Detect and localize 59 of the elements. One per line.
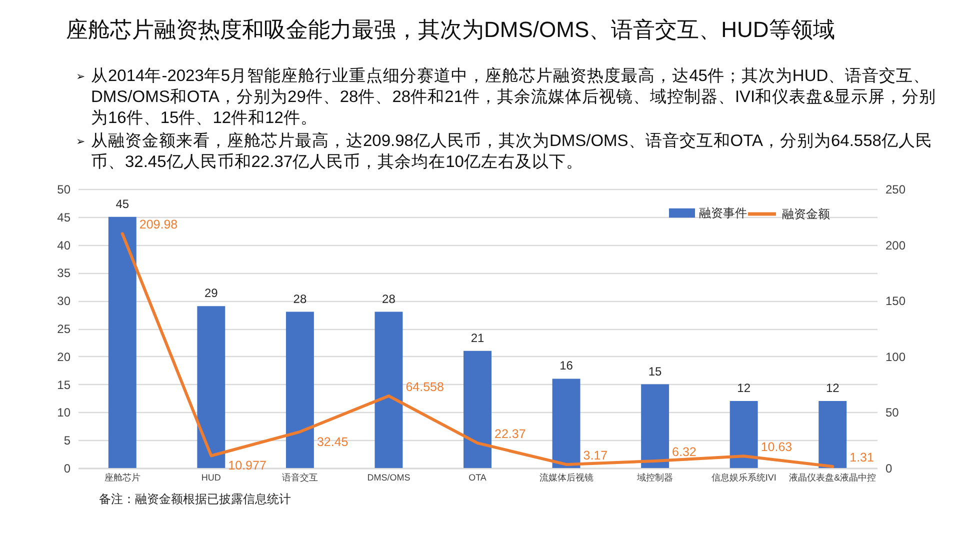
x-tick-label: 语音交互 xyxy=(282,472,318,482)
x-tick-label: 液晶仪表盘&液晶中控 xyxy=(789,472,876,482)
x-tick-label: 域控制器 xyxy=(636,472,674,482)
y-tick-label: 0 xyxy=(64,462,71,476)
data-label: 12 xyxy=(826,381,840,396)
bar xyxy=(641,384,670,468)
data-label: 15 xyxy=(648,364,662,378)
y2-tick-label: 50 xyxy=(886,406,900,420)
data-label: 29 xyxy=(204,286,218,300)
legend-label: 融资事件 xyxy=(699,206,747,220)
x-tick-label: HUD xyxy=(201,472,222,482)
data-label: 10.977 xyxy=(228,458,266,473)
data-label: 3.17 xyxy=(583,448,608,462)
bar xyxy=(552,378,580,468)
data-label: 1.31 xyxy=(850,450,874,465)
data-label: 32.45 xyxy=(316,434,348,449)
y2-tick-label: 100 xyxy=(886,350,906,364)
bar xyxy=(464,350,492,468)
y-tick-label: 35 xyxy=(57,266,71,280)
data-label: 209.98 xyxy=(139,218,178,232)
data-label: 12 xyxy=(737,381,751,396)
data-label: 22.37 xyxy=(494,427,526,442)
y2-tick-label: 0 xyxy=(886,462,892,476)
y-tick-label: 30 xyxy=(57,294,71,308)
data-label: 21 xyxy=(470,330,484,345)
data-label: 64.558 xyxy=(406,380,444,394)
y2-tick-label: 250 xyxy=(886,182,906,196)
bar xyxy=(730,401,758,468)
y2-tick-label: 200 xyxy=(886,238,906,252)
x-tick-label: OTA xyxy=(468,472,486,482)
data-label: 28 xyxy=(382,292,396,306)
data-label: 45 xyxy=(116,196,130,211)
bar xyxy=(374,312,403,468)
y-tick-label: 5 xyxy=(64,434,71,448)
chart-title: 座舱芯片融资热度和吸金能力最强，其次为DMS/OMS、语音交互、HUD等领域 xyxy=(66,17,835,42)
bar xyxy=(108,216,136,468)
x-tick-label: 座舱芯片 xyxy=(104,472,140,482)
bar xyxy=(286,312,314,468)
y-tick-label: 25 xyxy=(57,322,71,336)
y-tick-label: 50 xyxy=(57,182,71,196)
bar xyxy=(197,306,226,468)
text: 备注：融资金额根据已披露信息统计 xyxy=(99,492,291,506)
y-tick-label: 10 xyxy=(57,406,71,420)
bar xyxy=(818,401,847,468)
x-tick-label: DMS/OMS xyxy=(367,472,410,482)
legend-label: 融资金额 xyxy=(782,207,830,221)
data-label: 28 xyxy=(293,292,307,306)
data-label: 16 xyxy=(560,358,574,373)
data-label: 10.63 xyxy=(760,440,792,454)
y-tick-label: 40 xyxy=(57,238,71,252)
y-tick-label: 20 xyxy=(57,350,71,364)
x-tick-label: 流媒体后视镜 xyxy=(539,472,594,482)
text: ➢ 从2014年-2023年5月智能座舱行业重点细分赛道中，座舱芯片融资热度最高，达45件；其次为HUD、语音交互、DMS/OMS和OTA，分别为29件、28件、28件和21件，其余流媒体后视镜、域控制器、IVI和仪表盘&显示屏，分别为16件、15件、12件和12件。 xyxy=(76,67,936,127)
data-label: 6.32 xyxy=(672,444,696,459)
y-tick-label: 45 xyxy=(57,210,71,224)
x-tick-label: 信息娱乐系统IVI xyxy=(711,472,776,482)
y-tick-label: 15 xyxy=(57,378,71,392)
text: ➢ 从融资金额来看，座舱芯片最高，达209.98亿人民币，其次为DMS/OMS、语音交互和OTA，分别为64.558亿人民币、32.45亿人民币和22.37亿人民币，其余均在10亿左右及以下。 xyxy=(76,132,932,171)
y2-tick-label: 150 xyxy=(886,294,906,308)
